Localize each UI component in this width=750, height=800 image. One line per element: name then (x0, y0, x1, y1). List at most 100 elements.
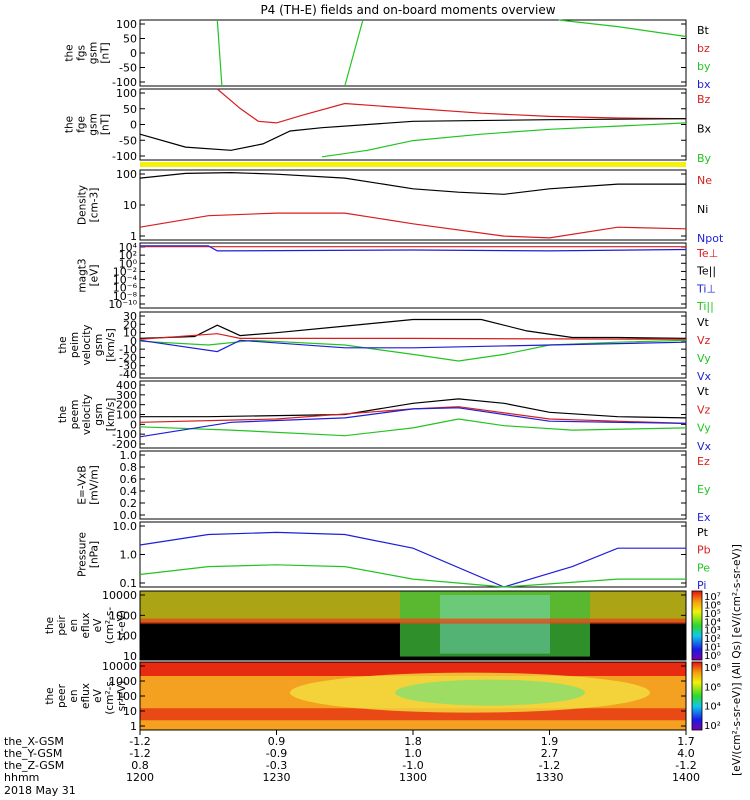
y-axis-label-line: [nPa] (89, 541, 101, 568)
y-axis-label-line: sr-eV) (116, 610, 128, 641)
y-tick-label: 10 (123, 650, 137, 663)
footer-value: -1.2 (129, 747, 150, 760)
y-tick-label: 0.4 (120, 485, 138, 498)
legend-entry-Te||: Te|| (696, 265, 716, 278)
colorbar-tick-label: 10⁵ (704, 609, 721, 620)
y-tick-label: 10.0 (113, 520, 138, 533)
y-axis-label-line: the (44, 617, 56, 634)
y-tick-label: 10000 (102, 660, 137, 673)
series-temp-Ti⊥ (140, 245, 687, 252)
y-tick-label: 0.6 (120, 473, 138, 486)
date-label: 2018 May 31 (4, 784, 76, 797)
legend-entry-Pi: Pi (697, 579, 706, 592)
y-axis-label-line: the (64, 44, 76, 61)
y-tick-label: 0.2 (120, 497, 138, 510)
legend-entry-Bz: Bz (697, 93, 711, 106)
series-fge-Bz (216, 88, 687, 124)
colorbar-tick-label: 10⁰ (704, 651, 721, 662)
y-tick-label: 0 (130, 418, 137, 431)
y-tick-label: 10 (123, 199, 137, 212)
y-axis-label-line: velocity (81, 394, 93, 435)
y-tick-label: 1000 (109, 675, 137, 688)
y-axis-label-line: gsm (93, 334, 105, 356)
y-tick-label: 10⁻⁸ (113, 290, 138, 303)
y-axis-label-line: magt3 (77, 258, 89, 292)
y-axis-label-line: Pressure (77, 532, 89, 577)
y-axis-label-line: [cm-3] (89, 188, 101, 223)
legend-entry-Vx: Vx (697, 440, 712, 453)
series-peem-Vt (140, 398, 687, 419)
figure-title: P4 (TH-E) fields and on-board moments ov… (260, 3, 555, 17)
legend-entry-Bx: Bx (697, 123, 712, 136)
panel-fge: 100 50 0 -50 -100 the fge gsm [nT] Bz Bx By (64, 87, 712, 165)
legend-entry-Vt: Vt (697, 385, 710, 398)
y-axis-label-line: [nT] (100, 114, 112, 135)
y-tick-label: -20 (119, 351, 137, 364)
series-pressure-Pi (139, 531, 686, 588)
footer-layer: the_X-GSMthe_Y-GSMthe_Z-GSMhhmm-1.2-1.20… (4, 730, 700, 784)
series-fge-Bx (139, 118, 687, 151)
panel-frame (139, 521, 687, 588)
footer-value: 1200 (126, 771, 154, 784)
y-axis-label: the peem velocity gsm [km/s] (57, 394, 117, 435)
colorbar-label: [eV/(cm²-s-sr-eV)] (All Qs) [eV/(cm²-s-s… (731, 544, 743, 776)
panel-frame (139, 242, 687, 309)
series-peim-Vz (139, 333, 687, 340)
y-tick-label: 0 (130, 47, 137, 60)
y-tick-label: 0.1 (120, 577, 138, 590)
footer-value: -1.2 (129, 735, 150, 748)
legend-entry-Bt: Bt (697, 24, 710, 37)
footer-value: -0.3 (266, 759, 287, 772)
series-peim-Vt (139, 318, 687, 339)
y-axis-label-line: en (68, 689, 80, 702)
spectrogram-band (395, 679, 585, 706)
panel-frame (139, 380, 687, 449)
legend-entry-Pt: Pt (697, 526, 709, 539)
spectrogram-band (440, 595, 550, 654)
legend-entry-Te⊥: Te⊥ (696, 247, 718, 260)
spectrogram-band (140, 708, 686, 721)
colorbar-tick-label: 10² (704, 721, 721, 732)
y-tick-label: 200 (116, 399, 137, 412)
colorbar-tick-label: 10⁶ (704, 600, 721, 611)
y-axis-label-line: [mV/m] (89, 465, 101, 504)
legend-entry-Ez: Ez (697, 455, 710, 468)
colorbar-tick-label: 10³ (704, 626, 721, 637)
panel-peir: 10000 1000 100 10 the peir en eflux eV (cm²-s-sr-… (44, 589, 687, 663)
legend-entry-by: by (697, 60, 711, 73)
spectrogram-band (140, 662, 686, 676)
y-axis-label-line: eflux (80, 613, 92, 639)
y-tick-label: -200 (112, 438, 137, 451)
footer-value: 1330 (536, 771, 564, 784)
footer-value: 1400 (672, 771, 700, 784)
y-tick-label: -40 (119, 368, 137, 381)
series-fgs-by (344, 19, 364, 87)
y-tick-label: 10 (123, 705, 137, 718)
y-axis-label-line: sr-eV) (116, 681, 128, 712)
y-tick-label: 0.8 (120, 461, 138, 474)
series-peem-Vx (139, 407, 687, 438)
y-tick-label: 1000 (109, 609, 137, 622)
spectrogram-band (400, 591, 590, 657)
y-axis-label-line: fgs (76, 45, 88, 61)
series-fgs-by (216, 19, 223, 87)
y-axis-label-line: peem (69, 400, 81, 430)
y-tick-label: 100 (116, 18, 137, 31)
y-axis-label-line: fge (76, 116, 88, 133)
footer-value: 1.8 (404, 735, 422, 748)
footer-value: 1230 (263, 771, 291, 784)
colorbar-tick-label: 10² (704, 634, 721, 645)
y-tick-label: 30 (123, 310, 137, 323)
legend-entry-Ne: Ne (697, 174, 712, 187)
footer-value: 1.9 (541, 735, 559, 748)
y-axis-label-line: the (44, 687, 56, 704)
y-tick-label: 400 (116, 379, 137, 392)
y-tick-label: 10⁻⁶ (113, 282, 138, 295)
y-tick-label: 0.0 (120, 509, 138, 522)
y-axis-label-line: peir (56, 615, 68, 636)
y-axis-label-line: [km/s] (105, 398, 117, 432)
